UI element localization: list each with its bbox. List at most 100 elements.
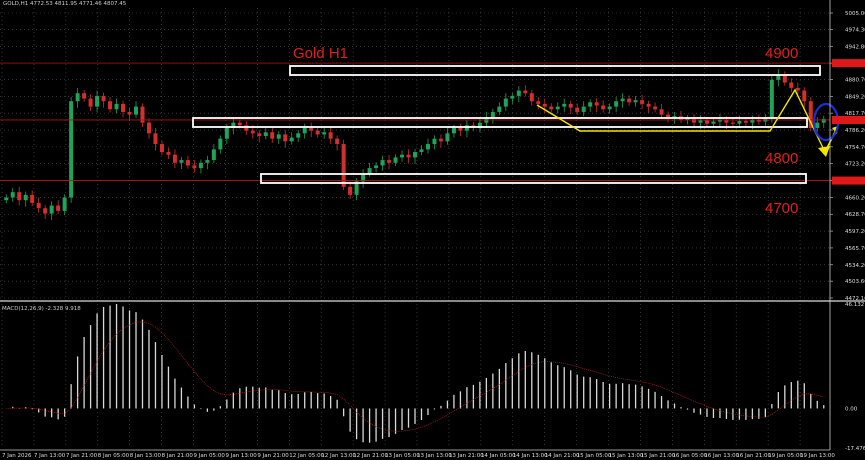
candles (4, 69, 826, 220)
candle-body (653, 106, 658, 110)
candle-body (244, 125, 249, 131)
candle-body (211, 149, 216, 161)
candle-body (425, 144, 430, 150)
x-tick-label: 7 Jan 2026 (2, 453, 32, 459)
x-tick-label: 19 Jan 05:00 (768, 453, 803, 459)
x-tick-label: 9 Jan 21:00 (257, 453, 289, 459)
candle-body (497, 106, 502, 112)
candle-body (607, 106, 612, 110)
candle-body (121, 103, 126, 112)
candle-body (367, 168, 372, 174)
y-tick-label: 4942.80 (845, 44, 865, 50)
candle-body (146, 122, 151, 134)
y-tick-label: 4565.70 (845, 246, 865, 252)
candle-body (438, 138, 443, 142)
candle-body (23, 194, 28, 201)
candle-body (536, 101, 541, 104)
candle-body (172, 154, 177, 163)
candle-body (302, 127, 307, 134)
macd-tick-label: 46.132 (845, 302, 864, 308)
candle-body (108, 101, 113, 110)
x-tick-label: 15 Jan 13:00 (609, 453, 644, 459)
x-tick-label: 15 Jan 21:00 (640, 453, 675, 459)
x-tick-label: 8 Jan 13:00 (130, 453, 162, 459)
candle-body (568, 103, 573, 108)
candle-body (218, 138, 223, 150)
candle-body (503, 98, 508, 107)
candle-body (205, 160, 210, 163)
price-tag (832, 59, 865, 68)
candle-body (179, 160, 184, 163)
candle-body (691, 118, 696, 123)
symbol-header: GOLD,H1 4772.53 4811.95 4771.46 4807.45 (3, 1, 127, 7)
candle-body (575, 107, 580, 112)
candle-body (808, 101, 813, 128)
candle-body (257, 133, 262, 137)
candle-body (529, 93, 534, 102)
candle-body (769, 79, 774, 118)
x-tick-label: 7 Jan 21:00 (66, 453, 98, 459)
candle-body (361, 173, 366, 182)
candle-body (432, 138, 437, 145)
x-tick-label: 12 Jan 05:00 (289, 453, 324, 459)
price-tag (832, 176, 865, 185)
x-tick-label: 7 Jan 13:00 (34, 453, 66, 459)
candle-body (737, 121, 742, 124)
y-tick-label: 4503.60 (845, 279, 865, 285)
candle-body (659, 109, 664, 115)
candle-body (36, 202, 41, 209)
candle-body (419, 149, 424, 153)
candle-body (464, 125, 469, 131)
candle-body (516, 90, 521, 96)
candle-body (542, 103, 547, 107)
x-tick-label: 14 Jan 13:00 (513, 453, 548, 459)
candle-body (185, 160, 190, 166)
candle-body (393, 157, 398, 163)
candle-body (795, 87, 800, 91)
level-label-4700: 4700 (765, 200, 798, 217)
y-tick-label: 4660.20 (845, 195, 865, 201)
candle-body (127, 111, 132, 115)
arrowhead (818, 146, 830, 157)
candle-body (685, 118, 690, 120)
candle-body (335, 138, 340, 145)
x-tick-label: 8 Jan 21:00 (162, 453, 194, 459)
candle-body (315, 130, 320, 135)
candle-body (159, 144, 164, 153)
macd-histogram (6, 304, 825, 443)
candle-body (270, 132, 275, 139)
candle-body (743, 121, 748, 123)
candle-body (289, 137, 294, 142)
candle-body (601, 105, 606, 110)
candle-body (523, 90, 528, 94)
candle-body (620, 98, 625, 102)
x-tick-label: 15 Jan 05:00 (577, 453, 612, 459)
candle-body (88, 98, 93, 107)
candle-body (646, 103, 651, 107)
trendline (536, 88, 826, 153)
candle-body (166, 152, 171, 155)
candle-body (237, 122, 242, 126)
candle-body (69, 101, 74, 198)
candle-body (413, 152, 417, 158)
annotations (0, 62, 840, 184)
candle-body (283, 134, 288, 142)
candle-body (756, 119, 761, 122)
x-tick-label: 9 Jan 13:00 (225, 453, 257, 459)
x-tick-label: 8 Jan 05:00 (98, 453, 130, 459)
x-tick-label: 14 Jan 21:00 (545, 453, 580, 459)
x-tick-label: 16 Jan 05:00 (672, 453, 707, 459)
candle-body (4, 197, 9, 201)
candle-body (322, 132, 327, 135)
y-tick-label: 4723.20 (845, 162, 865, 168)
x-tick-label: 14 Jan 05:00 (481, 453, 516, 459)
candle-body (802, 90, 807, 102)
level-label-4900: 4900 (765, 45, 798, 62)
level-box (289, 65, 821, 76)
candle-body (30, 194, 35, 203)
candle-body (789, 82, 794, 88)
y-tick-label: 4974.30 (845, 27, 865, 33)
candle-body (250, 130, 255, 134)
